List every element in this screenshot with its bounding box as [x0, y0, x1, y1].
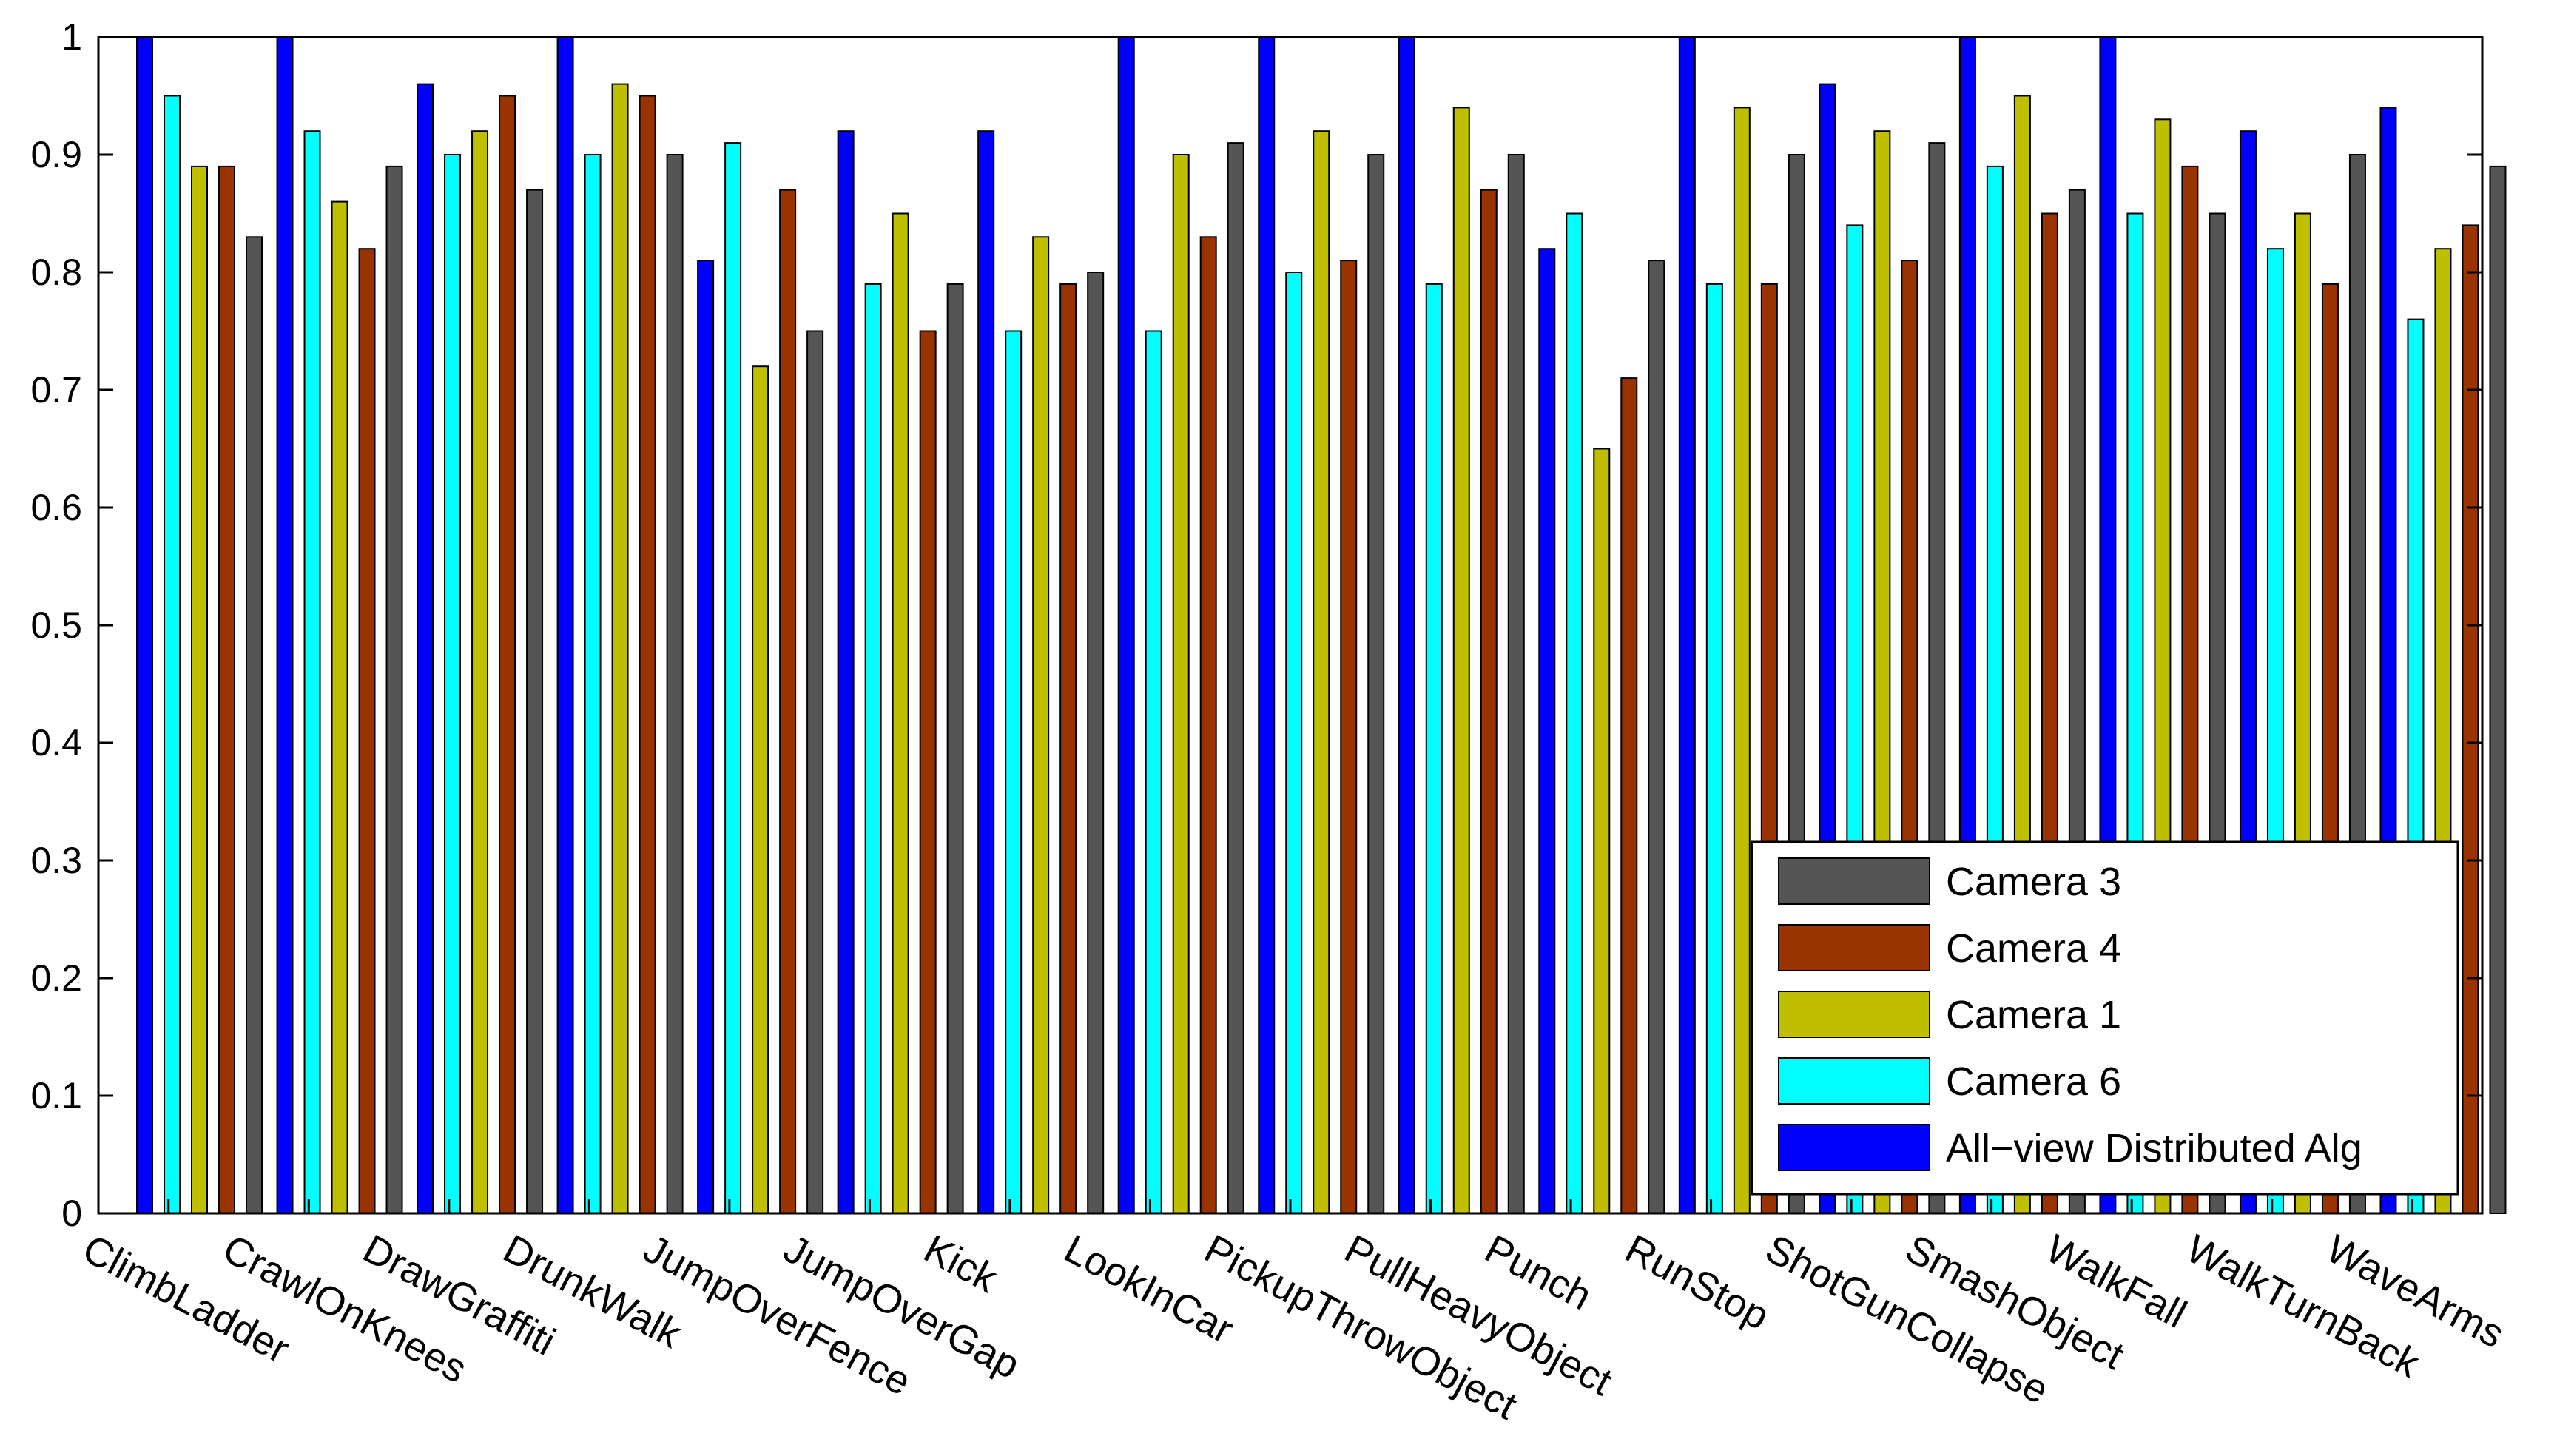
bar-Punch-camera-3: [1648, 260, 1665, 1215]
bar-PullHeavyObject-camera-3: [1507, 154, 1525, 1214]
bar-PickupThrowObject-all-view-distributed-alg: [1258, 36, 1276, 1214]
bar-PullHeavyObject-camera-4: [1480, 189, 1498, 1215]
bar-WaveArms-camera-3: [2489, 165, 2507, 1214]
bar-JumpOverFence-all-view-distributed-alg: [697, 260, 715, 1215]
bar-Kick-camera-3: [1087, 272, 1105, 1214]
legend: Camera 3 Camera 4 Camera 1 Camera 6 All−view…: [1751, 840, 2459, 1196]
bar-DrunkWalk-camera-4: [639, 95, 656, 1214]
category-labels-layer: ClimbLadderCrawlOnKneesDrawGraffitiDrunk…: [75, 1227, 2511, 1429]
y-tick-label: 0.5: [30, 604, 82, 646]
x-category-label: Kick: [917, 1227, 1005, 1301]
bar-CrawlOnKnees-camera-3: [385, 165, 403, 1214]
bar-Kick-camera-4: [1059, 283, 1077, 1214]
bar-Kick-camera-6: [1005, 330, 1023, 1214]
bar-PullHeavyObject-camera-1: [1452, 107, 1470, 1214]
bar-Kick-all-view-distributed-alg: [977, 130, 995, 1215]
bar-JumpOverGap-camera-4: [919, 330, 937, 1214]
legend-swatch: [1778, 991, 1930, 1038]
legend-swatch: [1778, 1124, 1930, 1171]
bar-Punch-camera-4: [1620, 377, 1638, 1215]
bar-CrawlOnKnees-camera-1: [331, 200, 348, 1215]
bar-RunStop-all-view-distributed-alg: [1678, 36, 1696, 1214]
bar-PullHeavyObject-camera-6: [1425, 283, 1443, 1214]
x-category-label: RunStop: [1618, 1227, 1776, 1339]
bar-DrawGraffiti-camera-3: [526, 189, 544, 1215]
bar-DrawGraffiti-camera-1: [471, 130, 489, 1215]
legend-swatch: [1778, 857, 1930, 905]
bar-JumpOverFence-camera-1: [752, 365, 769, 1215]
y-tick-label: 0: [61, 1193, 82, 1234]
bar-JumpOverFence-camera-4: [779, 189, 797, 1215]
bar-DrawGraffiti-camera-6: [444, 154, 462, 1214]
bar-JumpOverGap-all-view-distributed-alg: [837, 130, 855, 1215]
x-category-label: WalkTurnBack: [2179, 1227, 2427, 1386]
x-category-label: CrawlOnKnees: [216, 1227, 474, 1392]
bar-JumpOverGap-camera-3: [946, 283, 964, 1214]
legend-label: Camera 4: [1946, 926, 2121, 971]
bar-JumpOverGap-camera-1: [892, 212, 909, 1214]
bar-PickupThrowObject-camera-3: [1367, 154, 1385, 1214]
y-tick-label: 0.9: [30, 134, 82, 175]
ticks-layer: 0 0.1 0.2 0.3 0.4 0.5 0.6 0.7 0.8 0.9 1: [30, 16, 2482, 1234]
bar-Kick-camera-1: [1032, 236, 1050, 1214]
y-tick-label: 0.8: [30, 252, 82, 293]
bar-DrunkWalk-camera-1: [611, 83, 629, 1215]
bar-DrunkWalk-camera-3: [666, 154, 684, 1214]
bar-LookInCar-camera-6: [1145, 330, 1162, 1214]
bar-CrawlOnKnees-all-view-distributed-alg: [276, 36, 294, 1214]
bar-PickupThrowObject-camera-1: [1313, 130, 1330, 1215]
y-tick-label: 0.2: [30, 957, 82, 999]
bar-CrawlOnKnees-camera-6: [303, 130, 321, 1215]
bar-DrawGraffiti-all-view-distributed-alg: [417, 83, 434, 1215]
bar-ClimbLadder-camera-1: [191, 165, 208, 1214]
bar-Punch-camera-6: [1566, 212, 1583, 1214]
bar-DrunkWalk-all-view-distributed-alg: [556, 36, 574, 1214]
bar-PickupThrowObject-camera-6: [1285, 272, 1303, 1214]
bar-ClimbLadder-camera-4: [218, 165, 235, 1214]
bar-DrawGraffiti-camera-4: [499, 95, 516, 1214]
bar-ClimbLadder-camera-6: [164, 95, 181, 1214]
bar-CrawlOnKnees-camera-4: [358, 248, 376, 1215]
bar-JumpOverFence-camera-6: [724, 142, 742, 1215]
bar-ClimbLadder-camera-3: [246, 236, 263, 1214]
bar-DrunkWalk-camera-6: [584, 154, 602, 1214]
legend-swatch: [1778, 924, 1930, 971]
y-tick-label: 0.6: [30, 487, 82, 528]
bar-Punch-camera-1: [1593, 448, 1611, 1214]
bar-RunStop-camera-1: [1733, 107, 1751, 1214]
y-tick-label: 0.1: [30, 1075, 82, 1116]
bar-JumpOverFence-camera-3: [806, 330, 824, 1214]
legend-label: Camera 1: [1946, 993, 2121, 1037]
bar-LookInCar-camera-4: [1199, 236, 1217, 1214]
y-tick-label: 0.3: [30, 840, 82, 881]
bar-LookInCar-all-view-distributed-alg: [1117, 36, 1135, 1214]
bar-LookInCar-camera-3: [1227, 142, 1244, 1215]
bar-JumpOverGap-camera-6: [864, 283, 882, 1214]
y-tick-label: 1: [61, 16, 82, 58]
bar-PullHeavyObject-all-view-distributed-alg: [1398, 36, 1415, 1214]
bar-RunStop-camera-6: [1705, 283, 1723, 1214]
bar-Punch-all-view-distributed-alg: [1538, 248, 1556, 1215]
legend-label: Camera 3: [1946, 860, 2121, 904]
bar-WaveArms-camera-4: [2462, 224, 2479, 1214]
legend-swatch: [1778, 1057, 1930, 1105]
legend-label: All−view Distributed Alg: [1946, 1126, 2362, 1170]
bar-ClimbLadder-all-view-distributed-alg: [136, 36, 153, 1214]
y-tick-label: 0.7: [30, 369, 82, 411]
legend-label: Camera 6: [1946, 1059, 2121, 1104]
y-tick-label: 0.4: [30, 722, 82, 764]
bar-LookInCar-camera-1: [1172, 154, 1190, 1214]
bar-PickupThrowObject-camera-4: [1340, 260, 1358, 1215]
